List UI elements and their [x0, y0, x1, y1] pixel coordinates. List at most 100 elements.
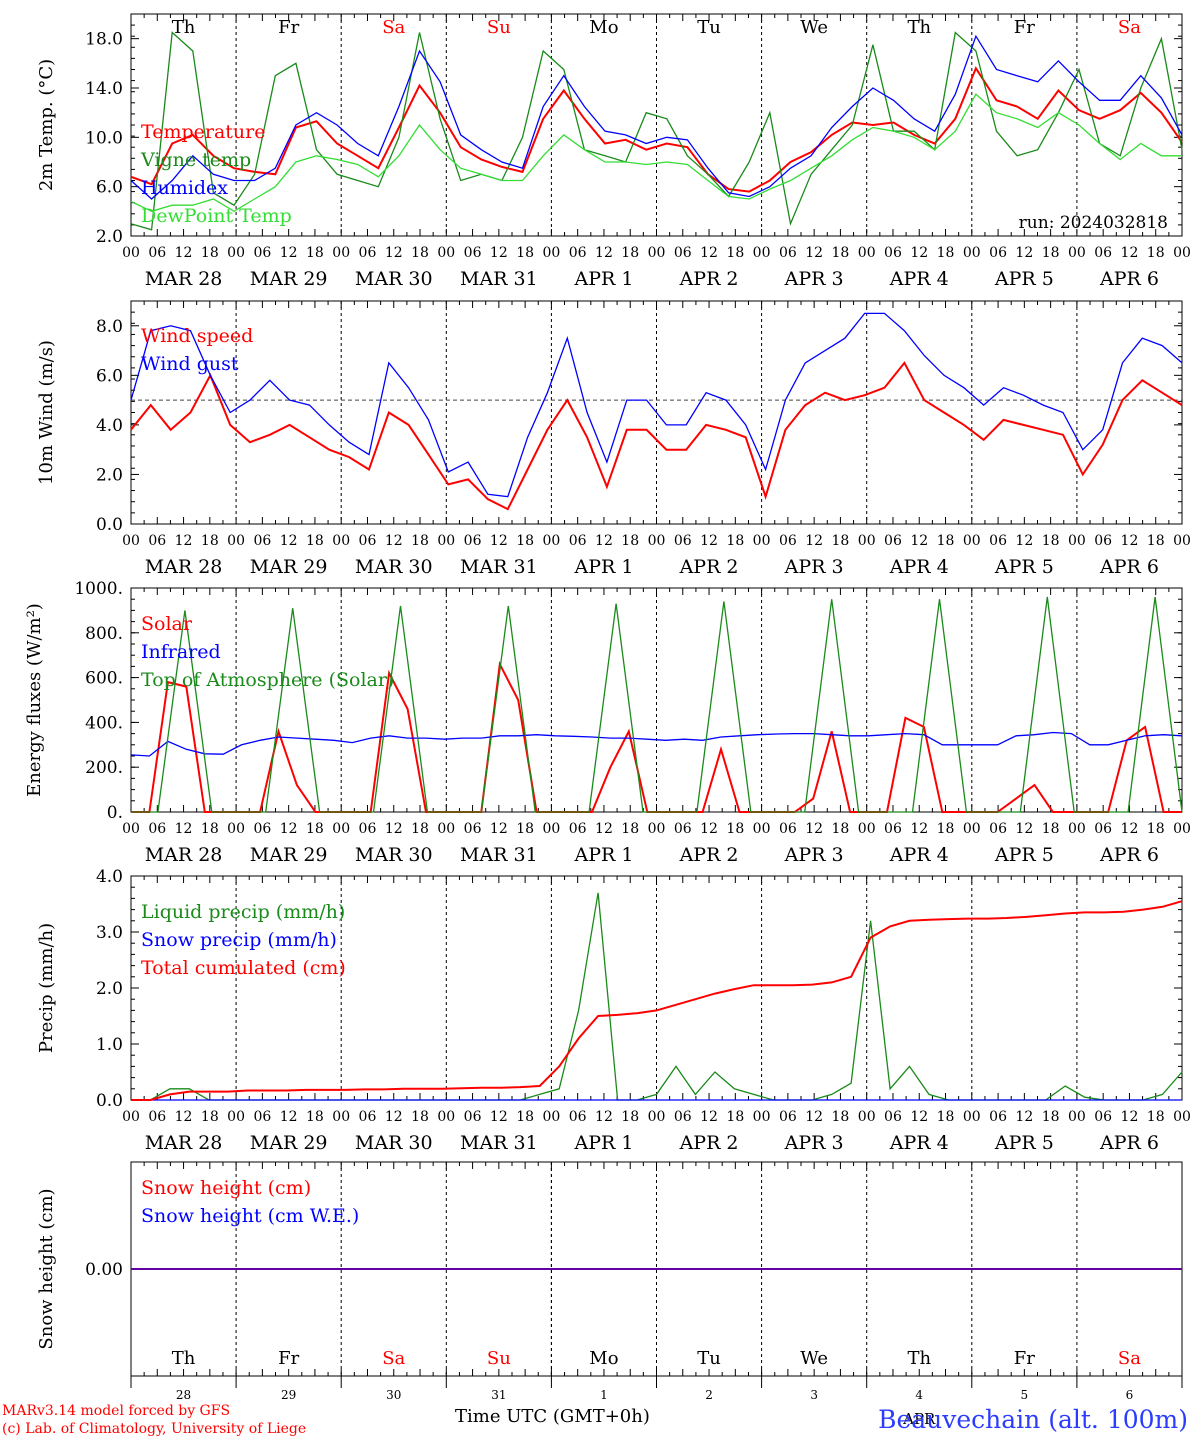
- panel-1-hour-label: 06: [779, 245, 797, 261]
- panel-3-hour-label: 00: [753, 821, 771, 837]
- panel-1-hour-label: 00: [332, 245, 350, 261]
- panel-2-hour-label: 06: [253, 533, 271, 549]
- panel-5-day-name: Fr: [1014, 1348, 1035, 1369]
- panel-3-hour-label: 00: [858, 821, 876, 837]
- panel-4-hour-label: 06: [989, 1109, 1007, 1125]
- panel-4-y-tick-label: 3.0: [96, 923, 123, 943]
- panel-2-y-tick-label: 2.0: [96, 465, 123, 485]
- panel-5-day-number: 28: [176, 1388, 191, 1402]
- panel-1-hour-label: 06: [148, 245, 166, 261]
- panel-5-day-name: Th: [172, 1348, 196, 1369]
- panel-3-hour-label: 06: [779, 821, 797, 837]
- panel-3-hour-label: 00: [332, 821, 350, 837]
- panel-1-hour-label: 18: [516, 245, 534, 261]
- panel-1-hour-label: 00: [648, 245, 666, 261]
- panel-1-series-humidex: [130, 34, 1183, 200]
- panel-4-hour-label: 18: [621, 1109, 639, 1125]
- panel-1-y-tick-label: 18.0: [85, 30, 123, 50]
- panel-2-date-label: MAR 29: [250, 556, 328, 578]
- panel-2-hour-label: 18: [832, 533, 850, 549]
- panel-4-hour-label: 12: [175, 1109, 193, 1125]
- panel-3-hour-label: 12: [1121, 821, 1139, 837]
- panel-3-series-top-of-atmosphere-solar-: [131, 596, 1183, 813]
- panel-1-hour-label: 06: [884, 245, 902, 261]
- panel-2-hour-label: 18: [1147, 533, 1165, 549]
- panel-2-hour-label: 00: [227, 533, 245, 549]
- panel-4-hour-label: 18: [937, 1109, 955, 1125]
- panel-4-hour-label: 00: [648, 1109, 666, 1125]
- panel-3-date-label: APR 6: [1099, 844, 1159, 866]
- panel-1-series-temperature: [130, 66, 1183, 193]
- panel-3-hour-label: 00: [963, 821, 981, 837]
- panel-2-hour-label: 06: [359, 533, 377, 549]
- panel-2-hour-label: 00: [963, 533, 981, 549]
- panel-3-hour-label: 12: [385, 821, 403, 837]
- panel-4-legend-liquid-precip-mm-h-: Liquid precip (mm/h): [141, 901, 345, 923]
- panel-3-legend-top-of-atmosphere-solar-: Top of Atmosphere (Solar): [141, 669, 394, 691]
- panel-4-hour-label: 18: [1042, 1109, 1060, 1125]
- panel-5-day-number: 1: [600, 1388, 608, 1402]
- panel-5-day-name: Tu: [697, 1348, 721, 1369]
- panel-3-date-label: MAR 30: [355, 844, 433, 866]
- panel-3-hour-label: 12: [280, 821, 298, 837]
- panel-5-day-number: 3: [810, 1388, 818, 1402]
- panel-1-date-label: MAR 28: [145, 268, 223, 290]
- panel-2-hour-label: 06: [674, 533, 692, 549]
- panel-1-hour-label: 00: [542, 245, 560, 261]
- panel-1-date-label: APR 5: [994, 268, 1054, 290]
- panel-1-hour-label: 12: [490, 245, 508, 261]
- panel-3-hour-label: 18: [726, 821, 744, 837]
- panel-4-date-label: APR 5: [994, 1132, 1054, 1154]
- panel-1-series-dewpoint-temp: [130, 93, 1182, 213]
- panel-1-hour-label: 18: [1147, 245, 1165, 261]
- panel-4-legend-total-cumulated-cm-: Total cumulated (cm): [141, 957, 346, 979]
- panel-2-hour-label: 12: [595, 533, 613, 549]
- panel-4-hour-label: 18: [726, 1109, 744, 1125]
- panel-2-hour-label: 18: [621, 533, 639, 549]
- panel-4-y-tick-label: 0.0: [96, 1091, 123, 1111]
- panel-5-day-number: 5: [1021, 1388, 1029, 1402]
- panel-1-hour-label: 00: [1068, 245, 1086, 261]
- panel-4-hour-label: 12: [910, 1109, 928, 1125]
- panel-2-date-label: APR 5: [994, 556, 1054, 578]
- panel-1-legend-dewpoint-temp: DewPoint Temp: [141, 205, 292, 227]
- panel-2-hour-label: 06: [148, 533, 166, 549]
- panel-4-series-total-cumulated-cm-: [131, 900, 1183, 1101]
- panel-2-hour-label: 12: [1121, 533, 1139, 549]
- panel-1-hour-label: 00: [858, 245, 876, 261]
- panel-1-hour-label: 12: [385, 245, 403, 261]
- panel-2-hour-label: 00: [753, 533, 771, 549]
- panel-1-hour-label: 12: [1015, 245, 1033, 261]
- panel-4-hour-label: 12: [805, 1109, 823, 1125]
- panel-4-hour-label: 18: [516, 1109, 534, 1125]
- panel-5-day-name: We: [800, 1348, 828, 1369]
- panel-2-hour-label: 00: [437, 533, 455, 549]
- station-name: Beauvechain (alt. 100m): [878, 1405, 1188, 1434]
- panel-2-hour-label: 18: [1042, 533, 1060, 549]
- panel-1-y-tick-label: 10.0: [85, 128, 123, 148]
- panel-3-hour-label: 12: [175, 821, 193, 837]
- panel-3-hour-label: 18: [937, 821, 955, 837]
- panel-4-hour-label: 06: [884, 1109, 902, 1125]
- panel-3-y-tick-label: 1000.: [74, 579, 123, 599]
- panel-3-y-axis-label: Energy fluxes (W/m²): [24, 603, 45, 797]
- panel-3-hour-label: 12: [490, 821, 508, 837]
- panel-1-hour-label: 06: [464, 245, 482, 261]
- panel-5-day-number: 30: [386, 1388, 401, 1402]
- panel-5-day-name: Th: [907, 1348, 931, 1369]
- panel-2-date-label: APR 4: [889, 556, 949, 578]
- panel-3-hour-label: 18: [306, 821, 324, 837]
- panel-3-y-tick-label: 200.: [85, 758, 123, 778]
- panel-1-hour-label: 00: [437, 245, 455, 261]
- panel-1-hour-label: 06: [569, 245, 587, 261]
- panel-2-y-tick-label: 0.0: [96, 515, 123, 535]
- panel-2-hour-label: 12: [700, 533, 718, 549]
- panel-1-hour-label: 12: [175, 245, 193, 261]
- panel-3-hour-label: 18: [1042, 821, 1060, 837]
- panel-3-hour-label: 12: [1015, 821, 1033, 837]
- panel-1-date-label: APR 3: [784, 268, 844, 290]
- panel-1-hour-label: 06: [1094, 245, 1112, 261]
- panel-4-hour-label: 06: [359, 1109, 377, 1125]
- panel-4-hour-label: 18: [306, 1109, 324, 1125]
